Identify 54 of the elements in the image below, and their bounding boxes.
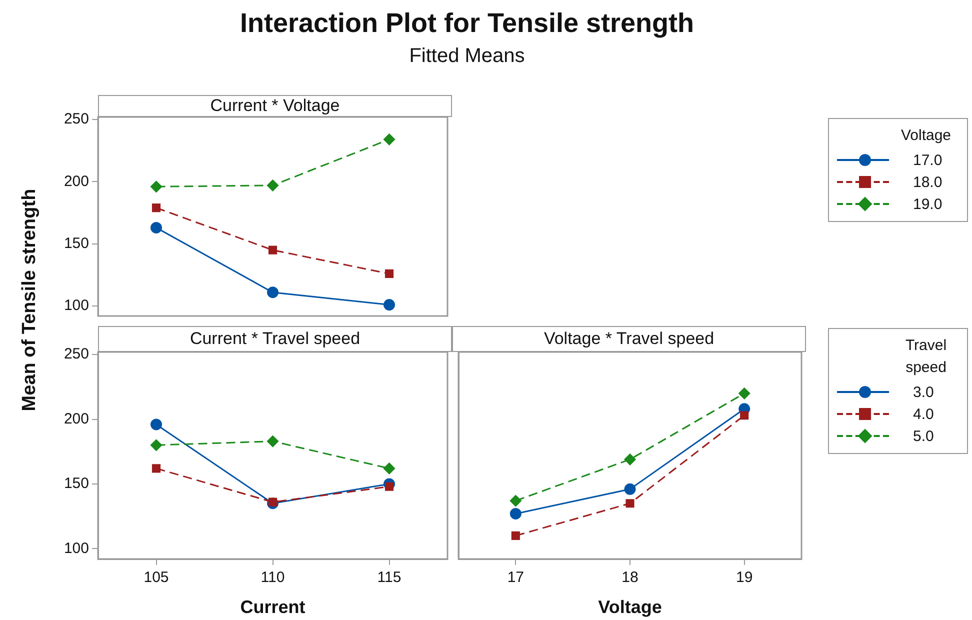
- point: [510, 495, 522, 507]
- y-tick-label: 250: [64, 346, 89, 363]
- legend-title: Voltage: [900, 126, 952, 146]
- point: [384, 299, 395, 311]
- legend-label: 17.0: [913, 152, 942, 168]
- point: [624, 483, 636, 495]
- point: [150, 418, 162, 430]
- point: [740, 411, 749, 420]
- legend-label: 3.0: [913, 384, 934, 400]
- legend-label: 19.0: [913, 196, 942, 212]
- y-tick-label: 150: [64, 475, 89, 492]
- point: [511, 531, 520, 540]
- point: [624, 454, 636, 466]
- point: [268, 498, 278, 506]
- x-axis-title: Current: [240, 597, 306, 618]
- point: [268, 246, 278, 254]
- point: [626, 499, 634, 508]
- x-tick-label: 18: [622, 569, 638, 586]
- point: [267, 286, 278, 298]
- point: [150, 222, 162, 234]
- y-tick-label: 150: [64, 235, 89, 252]
- legend-title: Travel speed: [904, 336, 948, 378]
- y-tick-label: 200: [64, 410, 89, 428]
- y-tick-label: 100: [64, 540, 89, 557]
- point: [150, 439, 162, 451]
- point: [267, 436, 278, 448]
- point: [738, 388, 750, 400]
- point: [384, 462, 395, 474]
- text: Current * Voltage: [98, 95, 452, 117]
- x-tick-label: 19: [736, 569, 753, 586]
- point: [152, 204, 161, 212]
- y-axis-title: Mean of Tensile strength: [19, 188, 41, 412]
- legend-label: 4.0: [913, 406, 934, 422]
- point: [150, 180, 162, 192]
- point: [384, 482, 394, 491]
- chart-subtitle: Fitted Means: [408, 45, 526, 68]
- legend-label: 18.0: [913, 174, 942, 190]
- legend-label: 5.0: [913, 428, 934, 444]
- text: Voltage * Travel speed: [452, 326, 806, 352]
- point: [267, 180, 278, 192]
- x-tick-label: 17: [507, 569, 524, 586]
- y-tick-label: 200: [64, 172, 89, 190]
- x-tick-label: 115: [377, 569, 402, 586]
- point: [510, 508, 522, 520]
- x-axis-title: Voltage: [598, 597, 662, 618]
- y-tick-label: 100: [64, 297, 89, 314]
- text: Current * Travel speed: [98, 326, 452, 352]
- point: [384, 134, 395, 146]
- x-tick-label: 105: [144, 569, 169, 586]
- chart-title: Interaction Plot for Tensile strength: [238, 8, 696, 39]
- point: [384, 269, 394, 278]
- x-tick-label: 110: [260, 569, 285, 586]
- y-tick-label: 250: [64, 110, 89, 128]
- point: [152, 464, 161, 473]
